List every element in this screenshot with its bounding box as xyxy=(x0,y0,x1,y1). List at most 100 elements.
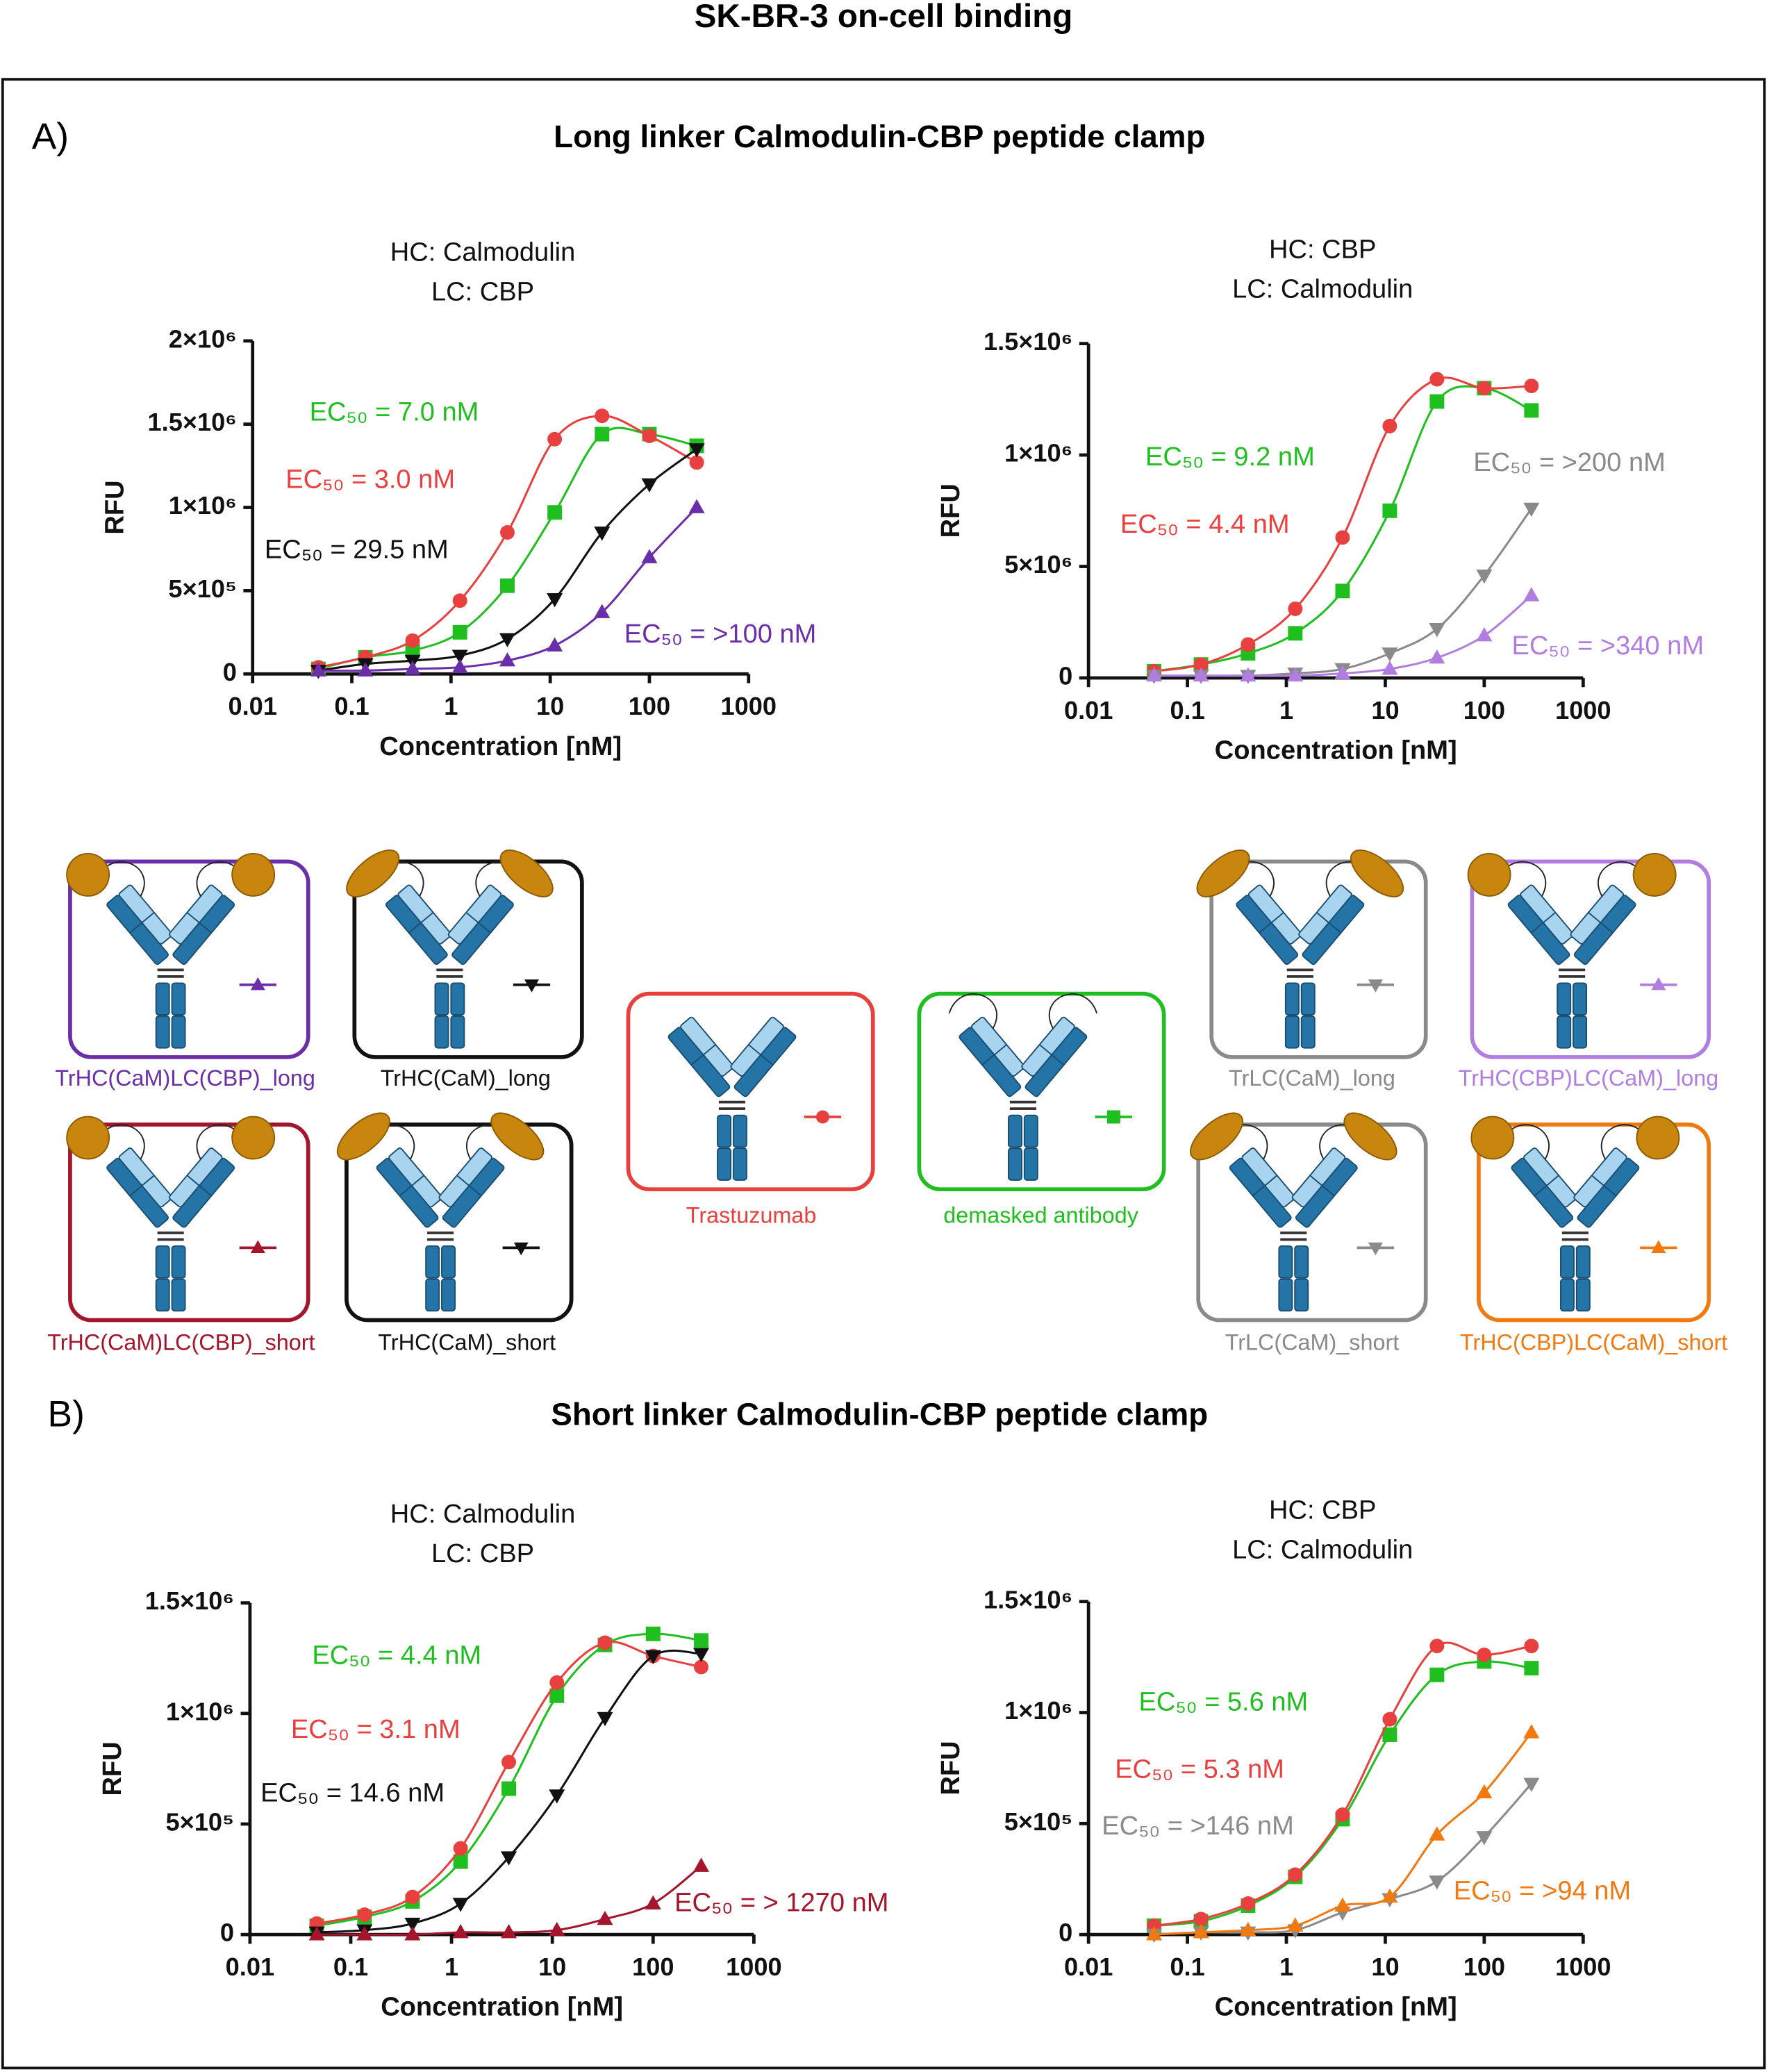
fab-arm xyxy=(66,853,173,965)
x-tick-label: 1000 xyxy=(721,692,777,720)
data-point xyxy=(549,1789,565,1804)
domain-line xyxy=(129,1175,155,1197)
data-point xyxy=(1287,667,1304,682)
fc-domain xyxy=(1007,1147,1022,1181)
fab-arm xyxy=(1470,1116,1577,1228)
y-tick-label: 5×10⁵ xyxy=(1004,1807,1072,1836)
x-tick-label: 10 xyxy=(538,1953,566,1981)
legend-box xyxy=(1477,1122,1711,1323)
data-point xyxy=(1382,661,1398,675)
data-point xyxy=(1429,1639,1445,1654)
panel-label: A) xyxy=(32,116,69,157)
mask-domain xyxy=(490,1112,545,1161)
data-point xyxy=(549,1675,565,1690)
domain-line xyxy=(1309,1175,1335,1197)
data-point xyxy=(1335,1807,1350,1823)
fc-domain xyxy=(1557,1016,1572,1049)
data-point xyxy=(645,1626,661,1641)
legend-marker xyxy=(524,979,539,993)
data-point xyxy=(1477,1647,1492,1662)
data-point xyxy=(1335,583,1350,599)
data-point xyxy=(1476,1784,1493,1798)
data-point xyxy=(1429,1667,1445,1682)
x-tick-label: 10 xyxy=(536,692,564,720)
fab-arm xyxy=(1573,1116,1680,1228)
panel-title: Long linker Calmodulin-CBP peptide clamp xyxy=(554,119,1205,154)
panel-label: B) xyxy=(48,1393,85,1434)
light-chain xyxy=(970,1016,1025,1077)
mask-domain xyxy=(66,853,110,897)
data-point xyxy=(1382,1727,1397,1742)
data-point xyxy=(1476,569,1493,584)
fc-domain xyxy=(1278,1278,1293,1312)
data-point xyxy=(452,624,467,640)
light-chain xyxy=(730,1016,784,1077)
fc-domain xyxy=(717,1114,732,1148)
fab-arm xyxy=(169,853,276,965)
fc-domain xyxy=(155,982,170,1016)
legend-box xyxy=(1209,859,1428,1059)
light-chain xyxy=(118,884,173,945)
fc-domain xyxy=(732,1114,747,1148)
light-chain xyxy=(397,884,452,945)
domain-line xyxy=(186,911,213,934)
data-point xyxy=(1382,503,1397,518)
data-point xyxy=(692,1648,710,1662)
data-point xyxy=(1429,622,1445,638)
ec50-annotation: EC₅₀ = >100 nM xyxy=(624,620,817,649)
light-chain xyxy=(388,1147,442,1208)
mask-domain xyxy=(1343,1112,1397,1161)
data-point xyxy=(549,1688,565,1703)
mask-domain xyxy=(1467,853,1511,897)
data-point xyxy=(1193,1912,1209,1927)
legend-box xyxy=(345,1122,574,1323)
x-tick-label: 1000 xyxy=(1555,1953,1611,1981)
data-point xyxy=(595,408,610,424)
domain-line xyxy=(399,1175,424,1197)
legend-box xyxy=(68,859,310,1059)
data-point xyxy=(1288,602,1303,616)
mask-domain xyxy=(346,849,400,897)
data-point xyxy=(641,549,658,563)
fab-arm xyxy=(169,1116,276,1228)
data-point xyxy=(310,662,326,677)
y-tick-label: 1×10⁶ xyxy=(166,1697,234,1725)
fc-domain xyxy=(1575,1245,1591,1279)
fc-domain xyxy=(1559,1278,1575,1312)
light-chain xyxy=(1520,884,1574,945)
y-tick-label: 1.5×10⁶ xyxy=(145,1586,234,1615)
x-tick-label: 0.1 xyxy=(1170,1953,1204,1981)
ec50-annotation: EC₅₀ = 29.5 nM xyxy=(265,535,449,564)
antibody-icon xyxy=(346,849,554,1049)
y-axis-label: RFU xyxy=(936,483,965,538)
data-point xyxy=(357,1907,372,1922)
antibody-icon xyxy=(1190,1112,1397,1312)
x-axis-label: Concentration [nM] xyxy=(1215,1993,1457,2022)
data-point xyxy=(1429,649,1445,664)
light-chain xyxy=(118,1147,173,1208)
fab-arm xyxy=(1298,849,1404,965)
fit-curve xyxy=(1154,385,1532,672)
fc-domain xyxy=(441,1245,456,1279)
data-point xyxy=(453,1854,468,1869)
x-tick-label: 1 xyxy=(1279,1953,1293,1981)
mask-domain xyxy=(1190,1112,1244,1161)
x-tick-label: 0.1 xyxy=(1170,696,1204,724)
data-point xyxy=(597,1910,613,1925)
legend-label: TrHC(CBP)LC(CaM)_short xyxy=(1460,1329,1727,1354)
data-point xyxy=(694,1659,708,1675)
figure-title: SK-BR-3 on-cell binding xyxy=(695,0,1073,35)
fab-arm xyxy=(667,1016,734,1097)
fit-curve xyxy=(316,1649,702,1934)
legend-label: demasked antibody xyxy=(943,1203,1138,1228)
data-point xyxy=(692,1857,710,1872)
x-tick-label: 1 xyxy=(444,692,458,720)
light-chain xyxy=(1291,1147,1346,1208)
domain-line xyxy=(1316,911,1342,934)
data-point xyxy=(501,1781,517,1796)
legend-label: TrLC(CaM)_short xyxy=(1225,1329,1400,1354)
legend-box xyxy=(1196,1122,1428,1323)
fc-domain xyxy=(1575,1278,1591,1312)
chart-subtitle: LC: Calmodulin xyxy=(1232,275,1413,304)
y-tick-label: 1×10⁶ xyxy=(1004,1696,1072,1725)
